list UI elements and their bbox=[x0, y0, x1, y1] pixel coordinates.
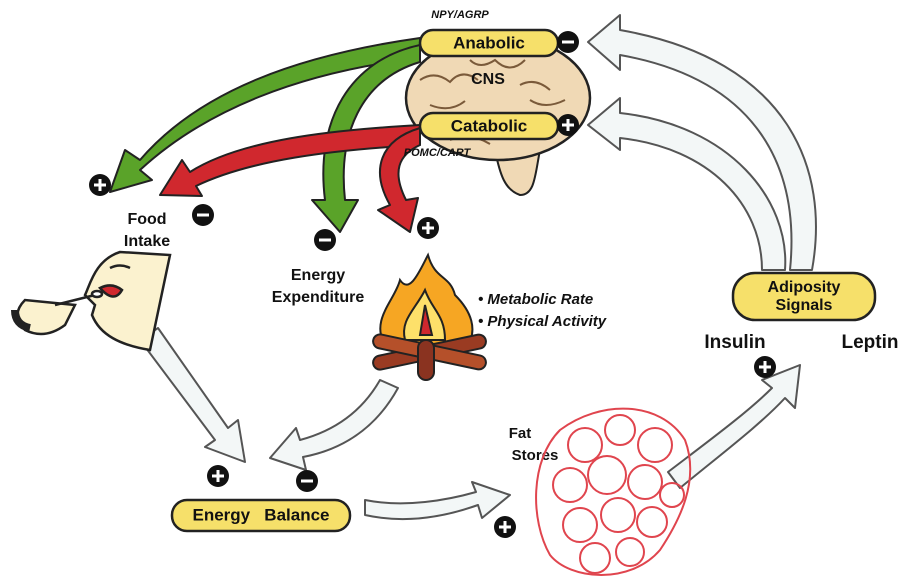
minus-signs bbox=[192, 31, 579, 492]
expenditure-label: Expenditure bbox=[272, 289, 365, 306]
arrow-catabolic-expenditure bbox=[377, 127, 421, 233]
signals-label: Signals bbox=[776, 297, 833, 314]
arrow-anabolic-food bbox=[109, 37, 421, 193]
arrow-fire-balance bbox=[269, 379, 399, 471]
fat-cells bbox=[535, 407, 692, 576]
eating-face bbox=[11, 250, 172, 352]
fat-label: Fat bbox=[509, 425, 532, 442]
arrow-catabolic-food bbox=[159, 124, 421, 197]
anabolic-label: Anabolic bbox=[453, 33, 525, 52]
arrow-food-balance bbox=[139, 327, 246, 463]
leptin-label: Leptin bbox=[842, 332, 899, 353]
npy-agrp-label: NPY/AGRP bbox=[431, 9, 489, 21]
adiposity-label: Adiposity bbox=[768, 279, 841, 296]
physical-activity-label: • Physical Activity bbox=[478, 313, 607, 330]
brain-folds bbox=[419, 58, 566, 145]
plus-signs bbox=[89, 114, 776, 538]
cns-label: CNS bbox=[471, 71, 505, 88]
physical-activity: Physical Activity bbox=[487, 313, 606, 330]
arrow-anabolic-expenditure bbox=[311, 44, 421, 233]
campfire bbox=[372, 252, 487, 381]
brain-stem bbox=[493, 149, 542, 197]
stores-label: Stores bbox=[512, 447, 559, 464]
energy-label: Energy bbox=[291, 267, 345, 284]
energy-balance-pill bbox=[170, 498, 352, 533]
intake-label: Intake bbox=[124, 233, 170, 250]
arrow-fat-adiposity bbox=[667, 364, 801, 489]
adiposity-pill bbox=[731, 271, 877, 322]
arrow-adiposity-catabolic bbox=[587, 97, 787, 271]
catabolic-label: Catabolic bbox=[451, 116, 528, 135]
pomc-cart-label: POMC/CART bbox=[404, 147, 472, 159]
metabolic-rate: Metabolic Rate bbox=[487, 291, 593, 308]
metabolic-rate-label: • Metabolic Rate bbox=[478, 291, 593, 308]
arrow-balance-fat bbox=[364, 481, 511, 521]
food-label: Food bbox=[127, 211, 166, 228]
energy-balance-label: Energy Balance bbox=[192, 505, 329, 524]
arrow-adiposity-anabolic bbox=[587, 14, 817, 271]
insulin-label: Insulin bbox=[704, 332, 765, 353]
